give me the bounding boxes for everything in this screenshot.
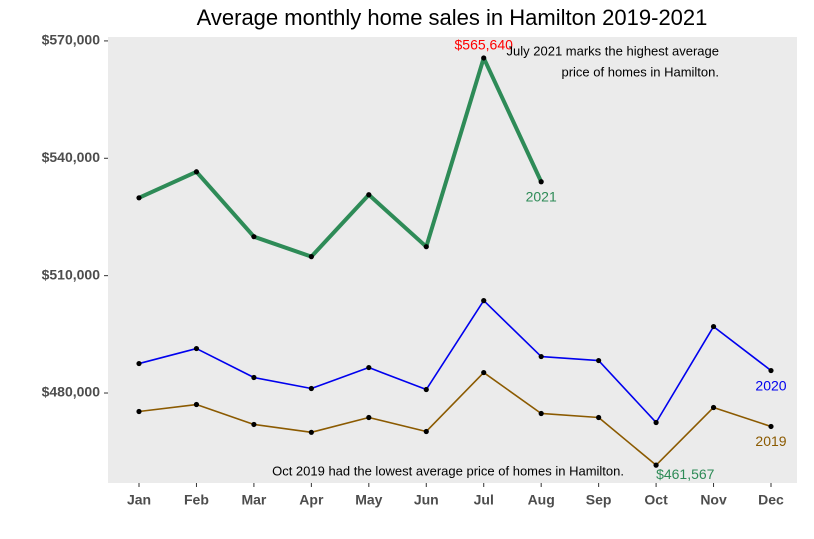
point xyxy=(193,169,200,175)
annotation: price of homes in Hamilton. xyxy=(561,64,719,79)
point xyxy=(308,254,314,260)
y-tick-label: $570,000 xyxy=(42,32,101,48)
y-tick-label: $510,000 xyxy=(42,266,101,282)
point xyxy=(481,369,487,376)
series-label: 2019 xyxy=(755,433,786,449)
point xyxy=(653,462,659,468)
plot-panel xyxy=(108,37,797,483)
point xyxy=(366,364,372,371)
series-label: 2021 xyxy=(526,188,557,204)
value-label: $461,567 xyxy=(656,466,715,482)
x-tick-label: Mar xyxy=(241,492,266,508)
annotation: Oct 2019 had the lowest average price of… xyxy=(272,463,624,478)
point xyxy=(308,385,314,392)
point xyxy=(710,404,717,411)
x-tick-label: Jan xyxy=(127,492,151,508)
point xyxy=(308,429,314,435)
point xyxy=(136,408,142,415)
point xyxy=(538,179,544,185)
x-tick-label: Nov xyxy=(700,492,727,508)
x-tick-label: Jun xyxy=(414,492,439,508)
series-label: 2020 xyxy=(755,377,786,393)
point xyxy=(653,419,659,426)
point xyxy=(768,423,774,430)
point xyxy=(193,345,200,352)
point xyxy=(423,428,429,435)
y-tick-label: $480,000 xyxy=(42,384,101,400)
x-tick-label: May xyxy=(355,492,382,508)
chart-title: Average monthly home sales in Hamilton 2… xyxy=(197,5,708,30)
point xyxy=(193,401,200,408)
x-tick-label: Oct xyxy=(644,492,668,508)
point xyxy=(596,414,602,421)
point xyxy=(423,386,429,393)
x-tick-label: Dec xyxy=(758,492,784,508)
annotation: July 2021 marks the highest average xyxy=(507,43,719,58)
y-tick-label: $540,000 xyxy=(42,149,101,165)
x-tick-label: Jul xyxy=(474,492,494,508)
point xyxy=(481,298,487,304)
x-tick-label: Sep xyxy=(586,492,612,508)
point xyxy=(251,421,257,428)
point xyxy=(596,357,602,364)
series-line xyxy=(138,299,772,424)
point xyxy=(538,410,544,417)
point xyxy=(366,192,372,198)
point xyxy=(538,353,544,360)
point xyxy=(768,367,774,374)
point xyxy=(136,360,142,367)
point xyxy=(251,234,257,240)
x-tick-label: Feb xyxy=(184,492,209,508)
point xyxy=(366,414,372,421)
x-tick-label: Apr xyxy=(299,492,324,508)
point xyxy=(423,244,429,250)
x-tick-label: Aug xyxy=(528,492,555,508)
series-line xyxy=(138,371,772,466)
point xyxy=(136,195,142,201)
value-label: $565,640 xyxy=(455,37,514,53)
point xyxy=(481,55,487,61)
series-line xyxy=(138,55,543,259)
point xyxy=(251,374,257,381)
point xyxy=(710,323,717,330)
